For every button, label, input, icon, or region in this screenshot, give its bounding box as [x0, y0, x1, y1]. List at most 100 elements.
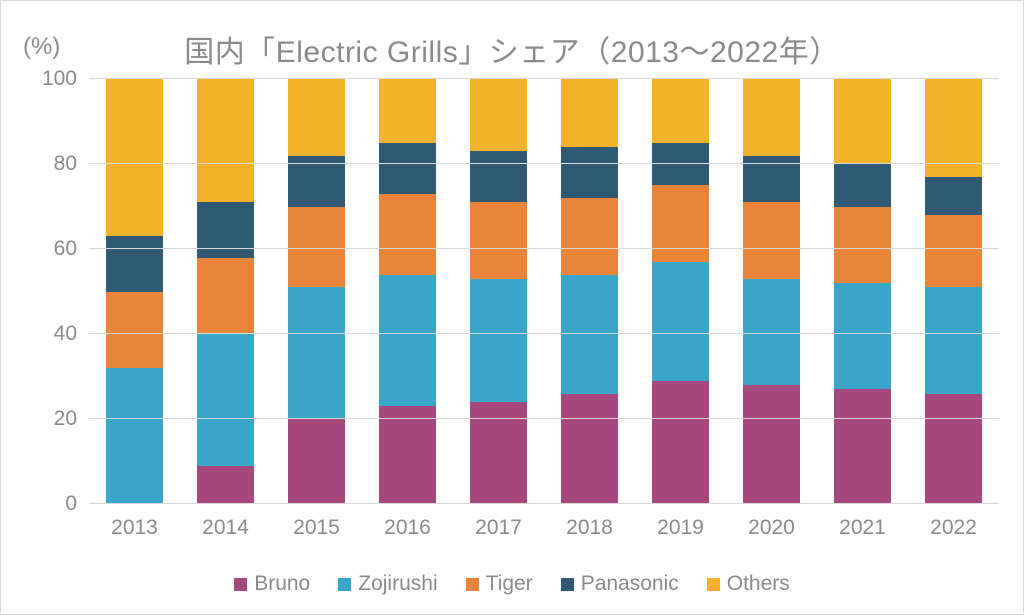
- plot-area: 2013201420152016201720182019202020212022…: [89, 79, 999, 504]
- bar-column: 2017: [453, 79, 544, 504]
- bar-column: 2015: [271, 79, 362, 504]
- stacked-bar: [197, 79, 253, 504]
- bar-segment-tiger: [834, 207, 890, 284]
- legend-swatch: [466, 578, 479, 591]
- stacked-bar: [652, 79, 708, 504]
- bar-segment-panasonic: [834, 164, 890, 207]
- stacked-bar: [106, 79, 162, 504]
- bar-segment-zojirushi: [925, 287, 981, 393]
- x-tick-label: 2020: [748, 516, 795, 540]
- bar-column: 2014: [180, 79, 271, 504]
- legend-swatch: [707, 578, 720, 591]
- bar-segment-panasonic: [106, 236, 162, 291]
- x-tick-label: 2019: [657, 516, 704, 540]
- bar-column: 2020: [726, 79, 817, 504]
- legend-label: Tiger: [486, 572, 533, 596]
- bar-segment-tiger: [379, 194, 435, 275]
- bar-segment-zojirushi: [379, 275, 435, 407]
- bar-segment-others: [652, 79, 708, 143]
- bar-segment-others: [470, 79, 526, 151]
- stacked-bar: [834, 79, 890, 504]
- bar-column: 2016: [362, 79, 453, 504]
- y-tick-label: 0: [27, 492, 77, 516]
- bar-column: 2022: [908, 79, 999, 504]
- title-row: (%) 国内「Electric Grills」シェア（2013～2022年）: [1, 15, 1023, 55]
- legend-item-bruno: Bruno: [234, 572, 310, 596]
- bar-segment-others: [561, 79, 617, 147]
- x-tick-label: 2016: [384, 516, 431, 540]
- x-tick-label: 2022: [930, 516, 977, 540]
- gridline: [89, 78, 999, 79]
- x-tick-label: 2018: [566, 516, 613, 540]
- bar-segment-tiger: [652, 185, 708, 262]
- bar-segment-others: [834, 79, 890, 164]
- bar-segment-bruno: [652, 381, 708, 504]
- bar-segment-tiger: [288, 207, 344, 288]
- y-tick-label: 100: [27, 67, 77, 91]
- bar-column: 2019: [635, 79, 726, 504]
- chart-container: (%) 国内「Electric Grills」シェア（2013～2022年） 2…: [0, 0, 1024, 615]
- legend-item-zojirushi: Zojirushi: [338, 572, 437, 596]
- legend-label: Panasonic: [581, 572, 679, 596]
- bar-segment-zojirushi: [106, 368, 162, 504]
- bar-column: 2018: [544, 79, 635, 504]
- x-tick-label: 2015: [293, 516, 340, 540]
- bar-segment-zojirushi: [743, 279, 799, 385]
- stacked-bar: [743, 79, 799, 504]
- gridline: [89, 503, 999, 504]
- bar-segment-tiger: [561, 198, 617, 275]
- legend-swatch: [234, 578, 247, 591]
- legend-label: Zojirushi: [358, 572, 437, 596]
- y-tick-label: 40: [27, 322, 77, 346]
- bar-segment-zojirushi: [288, 287, 344, 419]
- bar-segment-zojirushi: [561, 275, 617, 394]
- bar-segment-bruno: [561, 394, 617, 505]
- bar-segment-tiger: [197, 258, 253, 335]
- bar-segment-zojirushi: [652, 262, 708, 381]
- gridline: [89, 248, 999, 249]
- gridline: [89, 333, 999, 334]
- x-tick-label: 2013: [111, 516, 158, 540]
- bars-area: 2013201420152016201720182019202020212022: [89, 79, 999, 504]
- bar-segment-tiger: [743, 202, 799, 279]
- legend-swatch: [561, 578, 574, 591]
- bar-segment-others: [288, 79, 344, 156]
- bar-segment-tiger: [106, 292, 162, 369]
- bar-segment-others: [197, 79, 253, 202]
- bar-segment-others: [379, 79, 435, 143]
- bar-segment-zojirushi: [197, 334, 253, 466]
- bar-segment-panasonic: [379, 143, 435, 194]
- bar-segment-tiger: [925, 215, 981, 287]
- legend-item-others: Others: [707, 572, 790, 596]
- bar-segment-others: [106, 79, 162, 236]
- bar-segment-bruno: [834, 389, 890, 504]
- legend: Bruno Zojirushi Tiger Panasonic Others: [1, 572, 1023, 596]
- bar-segment-bruno: [288, 419, 344, 504]
- stacked-bar: [925, 79, 981, 504]
- stacked-bar: [379, 79, 435, 504]
- stacked-bar: [288, 79, 344, 504]
- x-tick-label: 2017: [475, 516, 522, 540]
- stacked-bar: [470, 79, 526, 504]
- bar-segment-panasonic: [652, 143, 708, 186]
- x-tick-label: 2014: [202, 516, 249, 540]
- legend-item-panasonic: Panasonic: [561, 572, 679, 596]
- y-tick-label: 20: [27, 407, 77, 431]
- bar-segment-panasonic: [470, 151, 526, 202]
- bar-segment-zojirushi: [470, 279, 526, 402]
- bar-segment-panasonic: [925, 177, 981, 215]
- bar-segment-bruno: [197, 466, 253, 504]
- y-tick-label: 80: [27, 152, 77, 176]
- bar-column: 2021: [817, 79, 908, 504]
- legend-item-tiger: Tiger: [466, 572, 533, 596]
- gridline: [89, 418, 999, 419]
- bar-segment-bruno: [925, 394, 981, 505]
- gridline: [89, 163, 999, 164]
- bar-column: 2013: [89, 79, 180, 504]
- bar-segment-others: [743, 79, 799, 156]
- bar-segment-panasonic: [561, 147, 617, 198]
- bar-segment-bruno: [743, 385, 799, 504]
- x-tick-label: 2021: [839, 516, 886, 540]
- legend-swatch: [338, 578, 351, 591]
- legend-label: Bruno: [254, 572, 310, 596]
